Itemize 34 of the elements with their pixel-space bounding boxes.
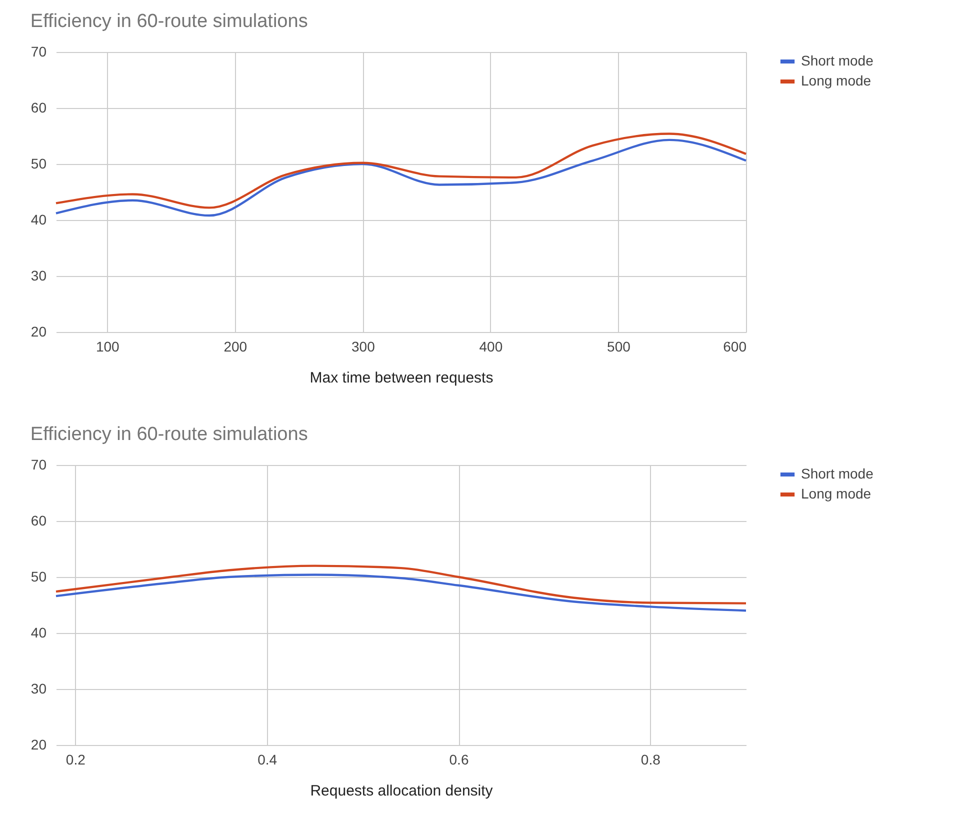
y-tick-label: 70	[30, 44, 47, 60]
y-tick-label: 40	[30, 212, 47, 228]
y-tick-label: 40	[30, 624, 47, 640]
x-tick-label: 0.6	[449, 752, 469, 768]
y-tick-label: 20	[30, 736, 47, 752]
x-tick-label: 500	[607, 338, 631, 354]
y-tick-label: 30	[30, 268, 47, 284]
line-series	[54, 138, 748, 217]
x-axis-title: Max time between requests	[310, 370, 494, 386]
x-tick-label: 600	[723, 338, 747, 354]
x-tick-label: 300	[351, 338, 376, 354]
chart-title: Efficiency in 60-route simulations	[30, 11, 308, 32]
legend-label: Short mode	[801, 52, 874, 68]
legend-label: Long mode	[801, 72, 872, 88]
legend-label: Short mode	[801, 466, 874, 482]
line-series	[54, 564, 748, 604]
y-tick-label: 60	[30, 100, 47, 116]
line-series	[54, 574, 748, 612]
y-tick-label: 50	[30, 568, 47, 584]
line-series	[54, 132, 748, 209]
y-tick-label: 70	[30, 456, 47, 472]
y-tick-label: 30	[30, 680, 47, 696]
x-tick-label: 200	[224, 338, 248, 354]
legend-label: Long mode	[801, 486, 872, 502]
x-tick-label: 400	[479, 338, 503, 354]
y-tick-label: 50	[30, 156, 47, 172]
x-tick-label: 100	[96, 338, 120, 354]
y-tick-label: 20	[30, 324, 47, 340]
x-tick-label: 0.4	[258, 752, 278, 768]
chart-title: Efficiency in 60-route simulations	[30, 424, 308, 445]
y-tick-label: 60	[30, 512, 47, 528]
x-tick-label: 0.2	[66, 752, 86, 768]
x-axis-title: Requests allocation density	[310, 782, 494, 800]
x-tick-label: 0.8	[640, 752, 661, 768]
